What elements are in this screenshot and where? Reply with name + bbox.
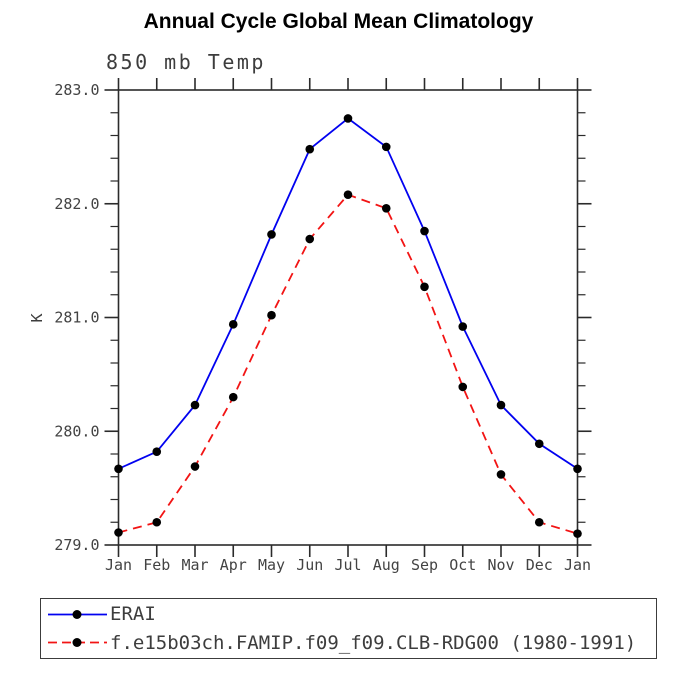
x-tick-label: May bbox=[258, 556, 285, 574]
x-tick-label: Jan bbox=[564, 556, 591, 574]
data-point-model bbox=[305, 234, 315, 244]
data-point-model bbox=[534, 517, 544, 527]
data-point-erai bbox=[114, 464, 123, 474]
data-point-model bbox=[420, 282, 429, 292]
legend-key-solid-blue-line bbox=[48, 609, 107, 619]
y-tick-label: 279.0 bbox=[54, 536, 99, 554]
data-point-model bbox=[114, 528, 123, 537]
data-point-erai bbox=[496, 400, 506, 410]
legend-box: ERAI f.e15b03ch.FAMIP.f09_f09.CLB-RDG00 … bbox=[40, 598, 657, 659]
legend-label-model: f.e15b03ch.FAMIP.f09_f09.CLB-RDG00 (1980… bbox=[110, 631, 637, 654]
data-point-erai bbox=[420, 226, 429, 236]
y-tick-label: 283.0 bbox=[54, 81, 99, 99]
series-line-model bbox=[118, 193, 578, 535]
x-tick-label: Jan bbox=[105, 556, 132, 574]
data-point-model bbox=[573, 529, 582, 538]
data-point-model bbox=[190, 462, 200, 471]
data-point-model bbox=[152, 517, 162, 527]
x-tick-label: Mar bbox=[181, 556, 208, 574]
data-point-model bbox=[458, 382, 468, 392]
legend-item-model: f.e15b03ch.FAMIP.f09_f09.CLB-RDG00 (1980… bbox=[41, 629, 656, 656]
data-point-model bbox=[267, 310, 276, 320]
x-tick-label: Nov bbox=[487, 556, 514, 574]
data-point-erai bbox=[534, 439, 544, 449]
data-point-erai bbox=[343, 114, 353, 123]
x-tick-label: Oct bbox=[449, 556, 476, 574]
data-point-erai bbox=[190, 400, 200, 410]
data-point-model bbox=[381, 204, 391, 213]
y-tick-label: 281.0 bbox=[54, 309, 99, 327]
x-tick-label: Dec bbox=[526, 556, 553, 574]
legend-marker-dot bbox=[72, 609, 82, 619]
data-point-erai bbox=[305, 144, 315, 154]
data-point-erai bbox=[267, 230, 276, 239]
data-point-erai bbox=[458, 322, 468, 331]
data-point-erai bbox=[381, 142, 391, 152]
legend-label-erai: ERAI bbox=[110, 603, 156, 626]
legend-item-erai: ERAI bbox=[41, 601, 656, 628]
series-line-erai bbox=[118, 117, 578, 470]
x-tick-label: Aug bbox=[373, 556, 400, 574]
legend-marker-dot bbox=[72, 638, 82, 648]
x-tick-label: Jun bbox=[296, 556, 323, 574]
chart-title: Annual Cycle Global Mean Climatology bbox=[143, 10, 534, 33]
x-tick-label: Apr bbox=[220, 556, 247, 574]
x-tick-label: Sep bbox=[411, 556, 438, 574]
y-tick-label: 282.0 bbox=[54, 195, 99, 213]
legend-key-dashed-red-line bbox=[48, 638, 107, 648]
data-point-erai bbox=[152, 447, 162, 457]
x-tick-label: Jul bbox=[334, 556, 361, 574]
data-point-model bbox=[343, 190, 353, 199]
data-point-model bbox=[228, 392, 238, 402]
chart-subtitle: 850 mb Temp bbox=[106, 50, 266, 74]
data-point-erai bbox=[228, 320, 238, 329]
y-tick-label: 280.0 bbox=[54, 422, 99, 440]
data-point-model bbox=[496, 470, 506, 479]
data-point-erai bbox=[573, 464, 582, 474]
x-tick-label: Feb bbox=[143, 556, 170, 574]
